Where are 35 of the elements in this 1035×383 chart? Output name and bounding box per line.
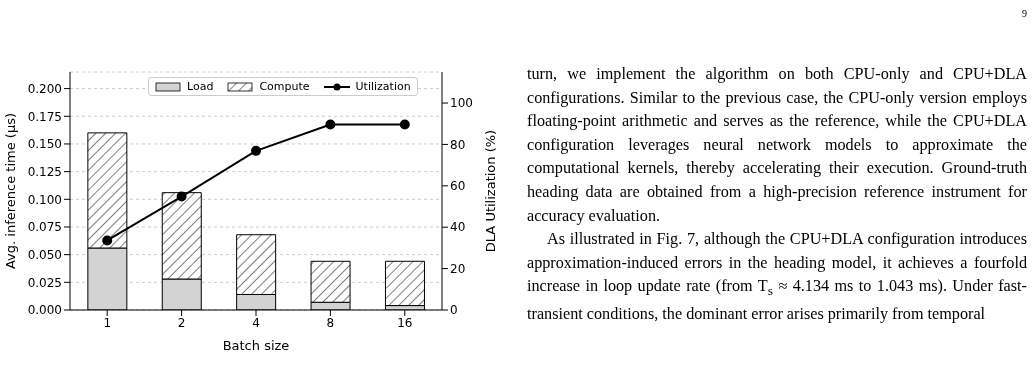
x-axis-title: Batch size (222, 338, 290, 353)
point (325, 119, 336, 130)
x-tick-label: 2 (177, 315, 186, 330)
y-tick-label: 0.075 (27, 220, 62, 235)
y2-tick-label: 80 (450, 137, 466, 152)
point (102, 235, 113, 246)
x-tick-label: 8 (326, 315, 335, 330)
text: 9 (1022, 8, 1027, 19)
y2-tick-label: 100 (450, 96, 473, 111)
x-tick-label: 1 (103, 315, 112, 330)
y2-tick-label: 0 (450, 303, 458, 318)
legend-label: Utilization (355, 80, 411, 93)
y-tick-label: 0.100 (27, 192, 62, 207)
text: As illustrated in Fig. 7, although the CPU+DLA configuration introduces approximation-induced errors in the heading model, it achieves a fourfold increase in loop update rate (from T$_{s}$ ≈ 4.134 ms to 1.043 ms). Under fast-transient conditions, the dominant error arises primarily from temporal (527, 229, 1027, 326)
y-axis-title: Avg. inference time (µs) (2, 112, 18, 270)
y-tick-label: 0.150 (27, 137, 62, 152)
y-tick-label: 0.000 (27, 303, 62, 318)
bar (384, 260, 425, 307)
point (251, 145, 261, 156)
text: turn, we implement the algorithm on both CPU-only and CPU+DLA configurations. Similar to the previous case, the CPU-only version employs floating-point arithmetic and serves as the reference, while the CPU+DLA configuration leverages neural network models to approximate the computational kernels, thereby accelerating their execution. Ground-truth heading data are obtained from a high-precision reference instrument for accuracy evaluation. (527, 64, 1027, 227)
point (399, 119, 410, 130)
legend-label: Load (187, 80, 214, 93)
y-tick-label: 0.125 (27, 164, 62, 179)
y-tick-label: 0.175 (27, 109, 62, 124)
y-tick-label: 0.200 (27, 81, 62, 96)
y-tick-label: 0.025 (27, 275, 62, 290)
x-tick-label: 16 (397, 315, 413, 330)
y-tick-label: 0.050 (27, 247, 62, 262)
y2-axis-title: DLA Utilization (%) (482, 129, 498, 253)
x-tick-label: 4 (252, 315, 260, 330)
y2-tick-label: 20 (450, 261, 466, 276)
legend-label: Compute (259, 80, 310, 93)
y2-tick-label: 40 (450, 220, 466, 235)
y2-tick-label: 60 (450, 179, 466, 194)
point (176, 191, 187, 202)
